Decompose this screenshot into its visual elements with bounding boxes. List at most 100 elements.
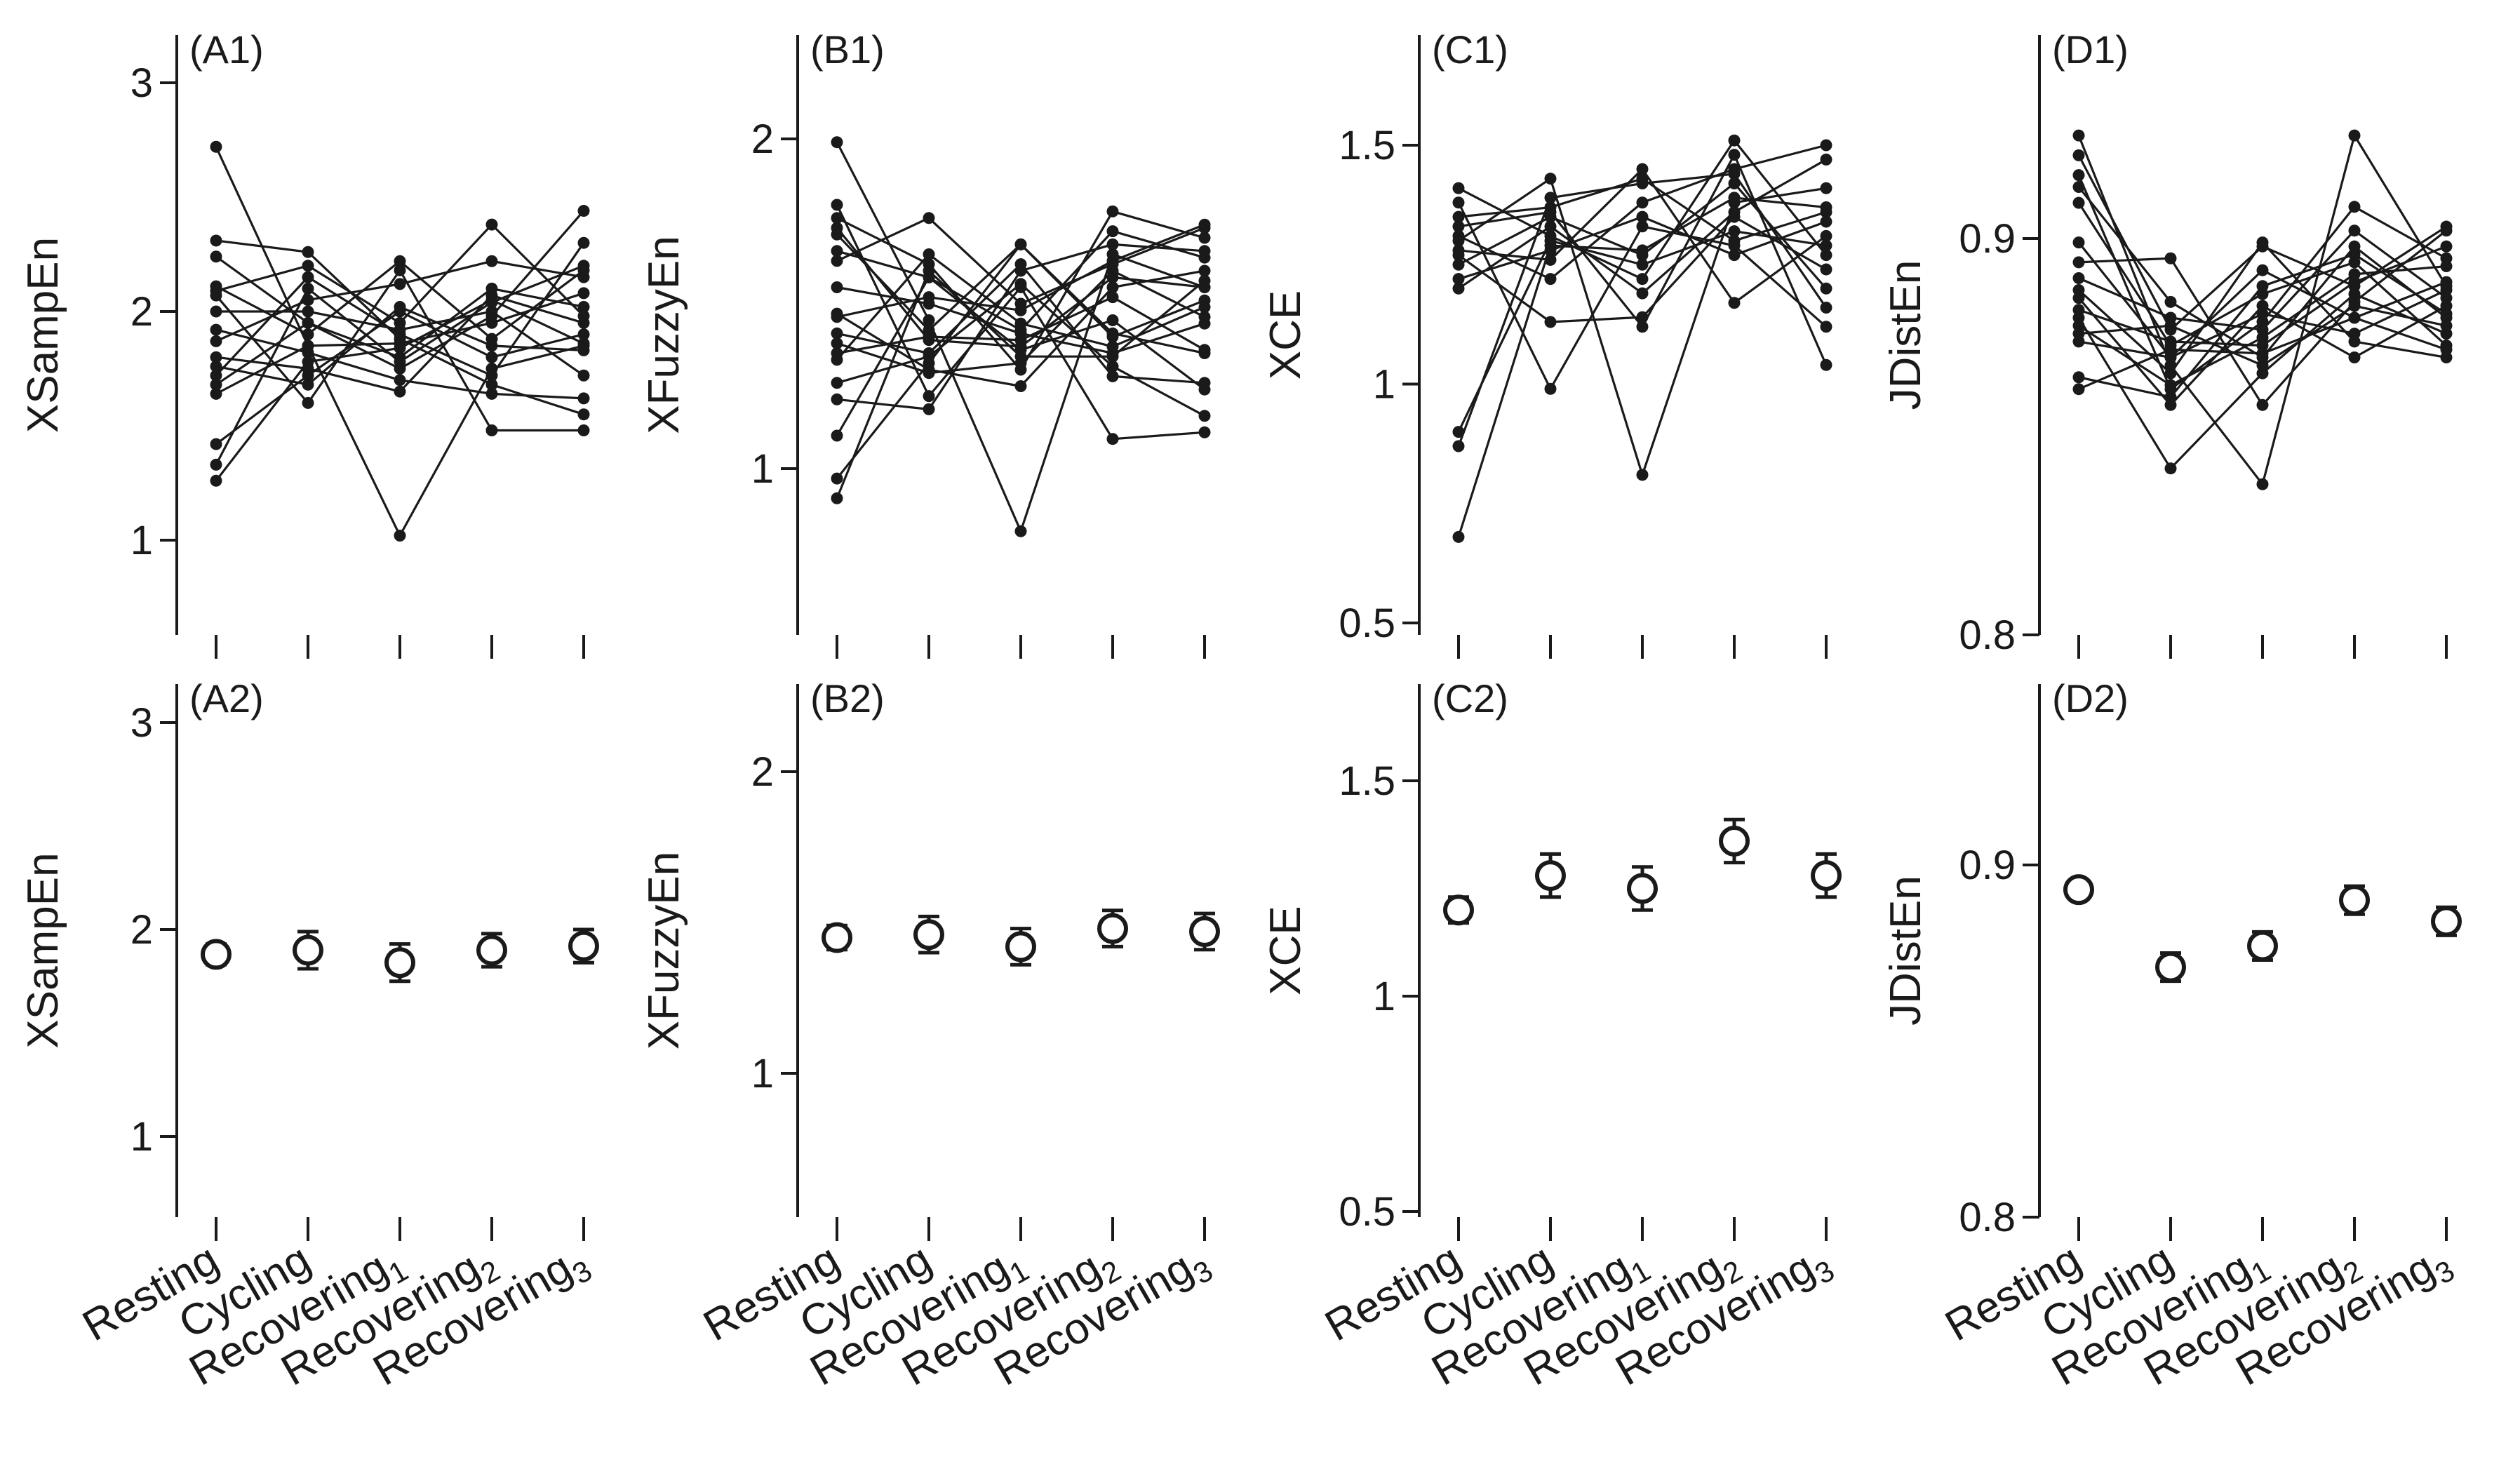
data-point [2440,240,2453,253]
data-point [2072,371,2085,384]
data-point [2072,256,2085,269]
mean-marker [1005,931,1036,962]
data-point [1452,282,1465,295]
data-point [1636,287,1649,300]
data-point [1728,134,1741,147]
data-point [831,212,843,224]
data-point [1820,302,1832,314]
data-point [1544,192,1557,204]
data-point [2440,260,2453,273]
y-tick-label: 1 [130,1114,153,1160]
data-point [1198,426,1211,438]
y-tick-label: 2 [130,289,153,335]
data-point [2348,129,2361,142]
data-point [2072,129,2085,142]
data-point [1820,263,1832,276]
data-point [1728,225,1741,238]
data-point [1728,149,1741,161]
data-point [2348,248,2361,261]
data-point [923,264,935,277]
data-point [2072,383,2085,396]
y-tick-label: 1.5 [1339,123,1395,168]
panel-d2: 0.80.9JDistEn(D2)RestingCyclingRecoverin… [1882,676,2462,1395]
y-tick-label: 2 [751,116,774,162]
data-point [302,282,314,295]
data-point [831,354,843,366]
data-point [210,474,222,487]
data-point [485,424,498,437]
data-point [831,281,843,293]
data-point [302,396,314,409]
data-point [485,378,498,391]
data-point [1014,334,1027,347]
data-point [210,250,222,263]
data-point [2072,236,2085,249]
data-point [1728,168,1741,180]
data-point [1728,249,1741,262]
data-point [577,205,590,217]
y-tick-label: 0.8 [1959,1195,2016,1240]
data-point [1728,297,1741,309]
data-point [302,369,314,382]
data-point [1452,249,1465,262]
data-point [1544,210,1557,223]
y-axis-label: XSampEn [19,237,67,433]
data-point [1636,258,1649,271]
data-point [1452,234,1465,247]
data-point [394,264,406,276]
data-point [210,369,222,382]
data-point [1198,347,1211,359]
mean-marker [822,922,852,953]
data-point [1728,206,1741,218]
data-point [577,369,590,382]
mean-marker [1535,860,1566,892]
panel-a2: 123XSampEn(A2)RestingCyclingRecovering1R… [19,676,599,1395]
data-point [2164,462,2177,475]
data-point [2164,343,2177,356]
data-point [302,328,314,341]
data-point [210,323,222,336]
data-point [2164,379,2177,391]
y-axis-label: XFuzzyEn [640,852,688,1050]
data-point [485,218,498,231]
y-tick-label: 1 [1373,362,1395,408]
panel-b1: 1 2 XFuzzyEn (B1) [640,27,1211,659]
data-point [2256,398,2269,411]
data-point [1820,229,1832,242]
data-point [1014,317,1027,330]
data-point [1820,201,1832,214]
data-point [210,140,222,153]
y-tick-label: 1.5 [1339,758,1395,804]
data-point [302,340,314,352]
data-point [1106,281,1119,293]
data-point [1452,426,1465,438]
y-axis-label: JDistEn [1882,875,1930,1026]
data-point [577,236,590,249]
data-point [1014,525,1027,537]
data-point [2072,335,2085,348]
data-point [1106,350,1119,363]
data-point [485,340,498,352]
data-point [1544,173,1557,185]
mean-marker [2063,874,2094,906]
data-point [923,330,935,343]
y-tick-label: 0.8 [1959,612,2016,658]
data-point [2348,300,2361,312]
panel-a1: 1 2 3 XSampEn (A1) [19,27,590,659]
data-point [1544,220,1557,233]
data-point [2348,311,2361,324]
data-point [2348,201,2361,213]
data-point [831,393,843,405]
data-point [1014,380,1027,392]
data-point [1452,273,1465,286]
data-point [2348,268,2361,281]
data-point [1636,321,1649,333]
data-point [831,255,843,267]
data-point [831,245,843,257]
data-point [923,357,935,370]
mean-marker [476,934,507,966]
data-point [1198,245,1211,257]
data-point [1544,316,1557,328]
y-tick-label: 0.5 [1339,601,1395,646]
